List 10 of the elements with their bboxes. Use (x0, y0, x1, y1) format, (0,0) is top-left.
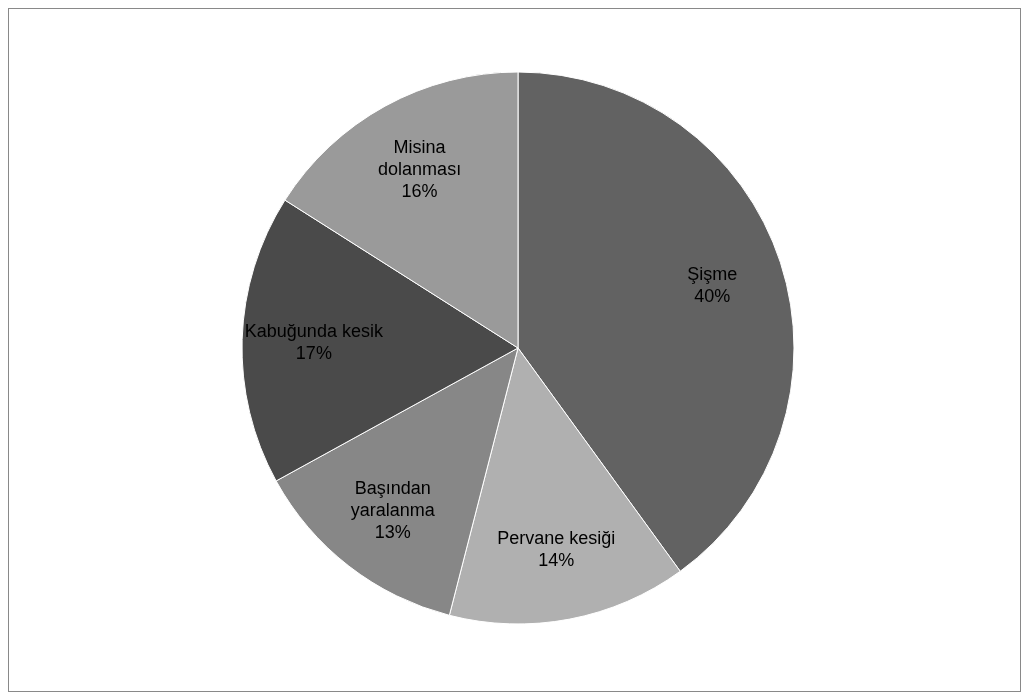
slice-label: Misina dolanması (378, 137, 462, 180)
slice-label: Pervane kesiği (497, 527, 616, 548)
slice-label: Başından yaralanma (350, 477, 436, 520)
data-label: 14% (538, 549, 575, 570)
data-label: 40% (694, 286, 731, 307)
data-label: 16% (401, 181, 438, 202)
data-label: 13% (374, 521, 411, 542)
data-label: 17% (295, 342, 332, 363)
slice-label: Kabuğunda kesik (244, 320, 384, 341)
slice-label: Şişme (687, 264, 738, 285)
